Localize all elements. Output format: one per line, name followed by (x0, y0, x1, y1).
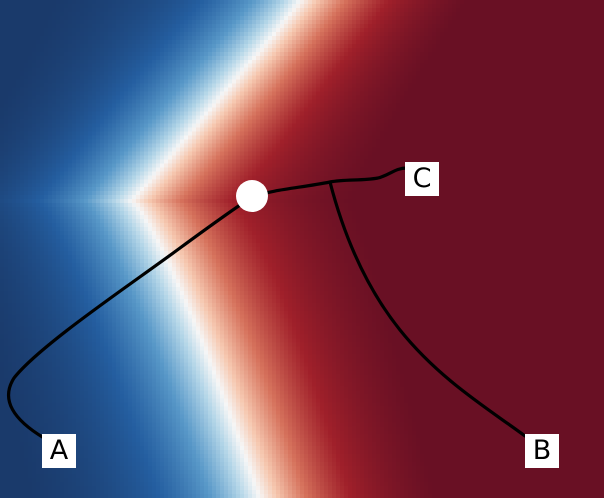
path-a-to-junction (7, 195, 254, 440)
path-branch-to-b (328, 180, 527, 438)
label-b: B (525, 434, 559, 468)
path-junction-to-c (250, 166, 409, 199)
label-c: C (405, 162, 439, 196)
start-node (236, 180, 268, 212)
label-a: A (42, 434, 76, 468)
